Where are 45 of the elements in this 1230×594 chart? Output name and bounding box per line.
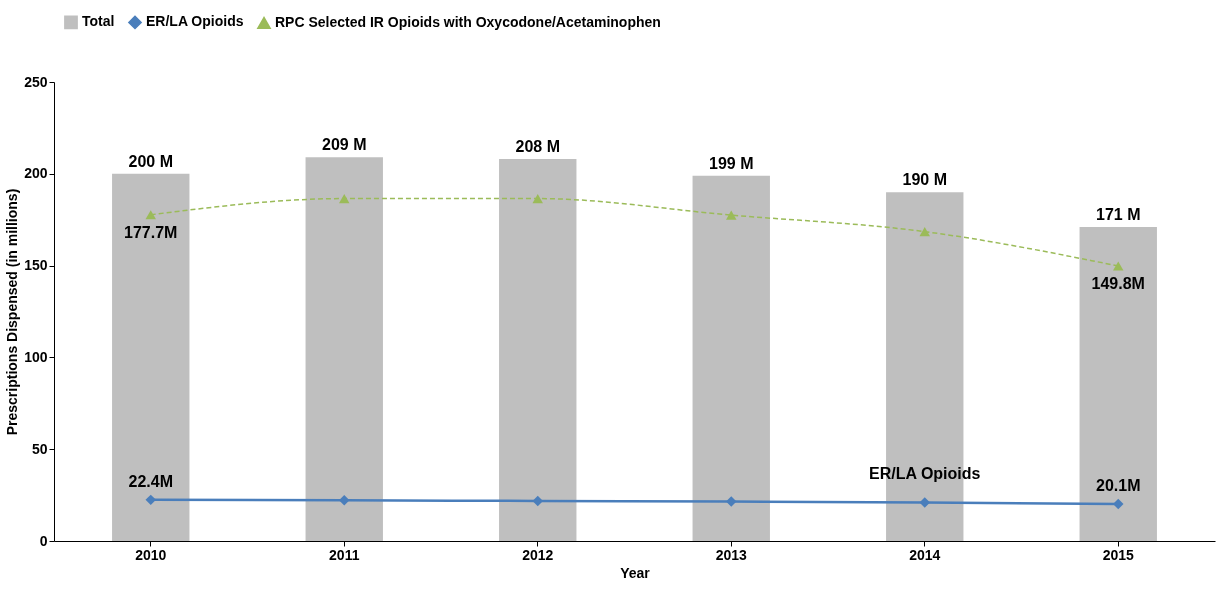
point [1113, 498, 1124, 510]
data-label: 149.8M [1091, 274, 1145, 292]
data-label: 177.7M [124, 223, 178, 241]
data-label: 171 M [1096, 206, 1141, 224]
legend-label: RPC Selected IR Opioids with Oxycodone/Acetaminophen [275, 13, 661, 30]
data-label: 209 M [322, 136, 367, 154]
point [532, 194, 543, 204]
y-tick-label: 150 [24, 257, 48, 274]
x-tick-label: 2011 [329, 546, 360, 563]
data-label: 199 M [709, 154, 754, 172]
annotation: ER/LA Opioids [869, 465, 981, 483]
x-tick-label: 2012 [522, 546, 554, 563]
y-axis-title: Prescriptions Dispensed (in millions) [4, 188, 21, 436]
y-tick-label: 0 [39, 532, 48, 549]
point [145, 494, 156, 506]
data-label: 20.1M [1096, 477, 1141, 495]
data-label: 200 M [128, 152, 173, 170]
data-label: 190 M [902, 171, 947, 189]
y-tick-label: 250 [24, 73, 48, 90]
point [1113, 261, 1124, 271]
point [145, 210, 156, 220]
y-tick-label: 100 [24, 348, 48, 365]
bar [112, 173, 190, 541]
point [726, 210, 737, 220]
point [919, 497, 930, 508]
point [339, 194, 350, 204]
data-label: 22.4M [128, 472, 173, 490]
bar [305, 157, 383, 541]
x-tick-label: 2015 [1102, 546, 1135, 563]
bar [1079, 227, 1157, 541]
y-tick-label: 200 [24, 165, 48, 182]
x-tick-label: 2013 [715, 546, 748, 563]
x-tick-label: 2010 [135, 546, 167, 563]
x-tick-label: 2014 [909, 546, 941, 563]
bar [499, 159, 577, 541]
point [726, 496, 737, 507]
point [339, 495, 350, 506]
y-tick-label: 50 [31, 440, 48, 457]
legend-label: ER/LA Opioids [146, 13, 244, 30]
bar [692, 175, 770, 541]
point [919, 227, 930, 237]
legend-label: Total [82, 13, 115, 30]
data-label: 208 M [515, 138, 560, 156]
x-axis-title: Year [620, 564, 651, 581]
point [532, 495, 543, 507]
